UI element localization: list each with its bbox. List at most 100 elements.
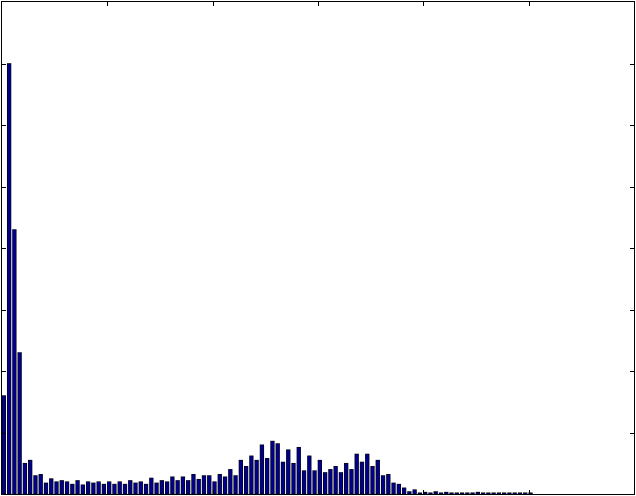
bar (6, 63, 12, 495)
bar (70, 483, 75, 495)
bar (159, 480, 164, 495)
bar (354, 453, 359, 495)
bar (438, 492, 444, 495)
bar (407, 491, 412, 495)
bar (201, 475, 207, 495)
bar (338, 472, 344, 495)
bar (117, 481, 122, 495)
bar (312, 470, 317, 495)
bar (517, 492, 523, 495)
bar (265, 458, 270, 495)
bars-layer (1, 63, 533, 495)
bar (85, 481, 91, 495)
bar (396, 483, 401, 495)
bar (170, 476, 175, 495)
bar (33, 475, 38, 495)
bar (444, 491, 449, 495)
bar (233, 475, 238, 495)
bar (254, 459, 259, 495)
bar (238, 459, 243, 495)
bar (243, 466, 249, 495)
bar (12, 229, 17, 495)
bar (91, 482, 96, 495)
bar (291, 462, 296, 495)
bar (22, 462, 28, 495)
bar (191, 474, 196, 495)
bar (496, 492, 502, 495)
bar (249, 455, 254, 495)
bar (112, 483, 117, 495)
bar (380, 475, 386, 495)
bar (80, 484, 85, 495)
bar (28, 459, 33, 495)
bar (54, 481, 59, 495)
bar (180, 476, 186, 495)
bar (491, 492, 496, 495)
bar (164, 481, 170, 495)
bar (38, 474, 43, 495)
bar (17, 352, 22, 495)
bar (401, 487, 407, 495)
bar (475, 491, 480, 495)
bar (365, 453, 370, 495)
bar (96, 481, 101, 495)
bar (186, 480, 191, 495)
bar (512, 492, 517, 495)
bar (301, 470, 307, 495)
bar (507, 492, 512, 495)
bar (59, 480, 64, 495)
bar (1, 395, 6, 495)
bar (359, 461, 365, 495)
bar (486, 492, 491, 495)
bar (417, 492, 423, 495)
bar (154, 482, 159, 495)
bar (433, 491, 438, 495)
bar (428, 492, 433, 495)
bar (101, 483, 107, 495)
bar (307, 455, 312, 495)
bar (459, 492, 465, 495)
bar (502, 492, 507, 495)
bar (317, 459, 322, 495)
bar (222, 476, 228, 495)
bar (128, 480, 133, 495)
bar (454, 492, 459, 495)
bar (217, 474, 222, 495)
bar (122, 483, 128, 495)
bar (523, 492, 528, 495)
bar (49, 478, 54, 495)
bar (270, 440, 275, 495)
bar (412, 489, 417, 495)
bar (138, 481, 143, 495)
bar (349, 469, 354, 495)
bar (386, 474, 391, 495)
bar (480, 492, 486, 495)
bar (196, 478, 201, 495)
bar (207, 475, 212, 495)
bar (133, 482, 138, 495)
bar (259, 444, 265, 495)
bar (75, 480, 80, 495)
bar (333, 466, 338, 495)
bar (149, 477, 154, 495)
bar (175, 480, 180, 495)
bar (280, 461, 286, 495)
bar (228, 469, 233, 495)
bar (286, 449, 291, 495)
bar (449, 492, 454, 495)
bar (391, 482, 396, 495)
bar (375, 459, 380, 495)
bar (296, 446, 301, 495)
bar (322, 472, 328, 495)
bar (64, 481, 70, 495)
bar (465, 492, 470, 495)
bar (370, 466, 375, 495)
bar (470, 492, 475, 495)
bar (328, 469, 333, 495)
bar (43, 482, 49, 495)
bar (275, 443, 280, 495)
